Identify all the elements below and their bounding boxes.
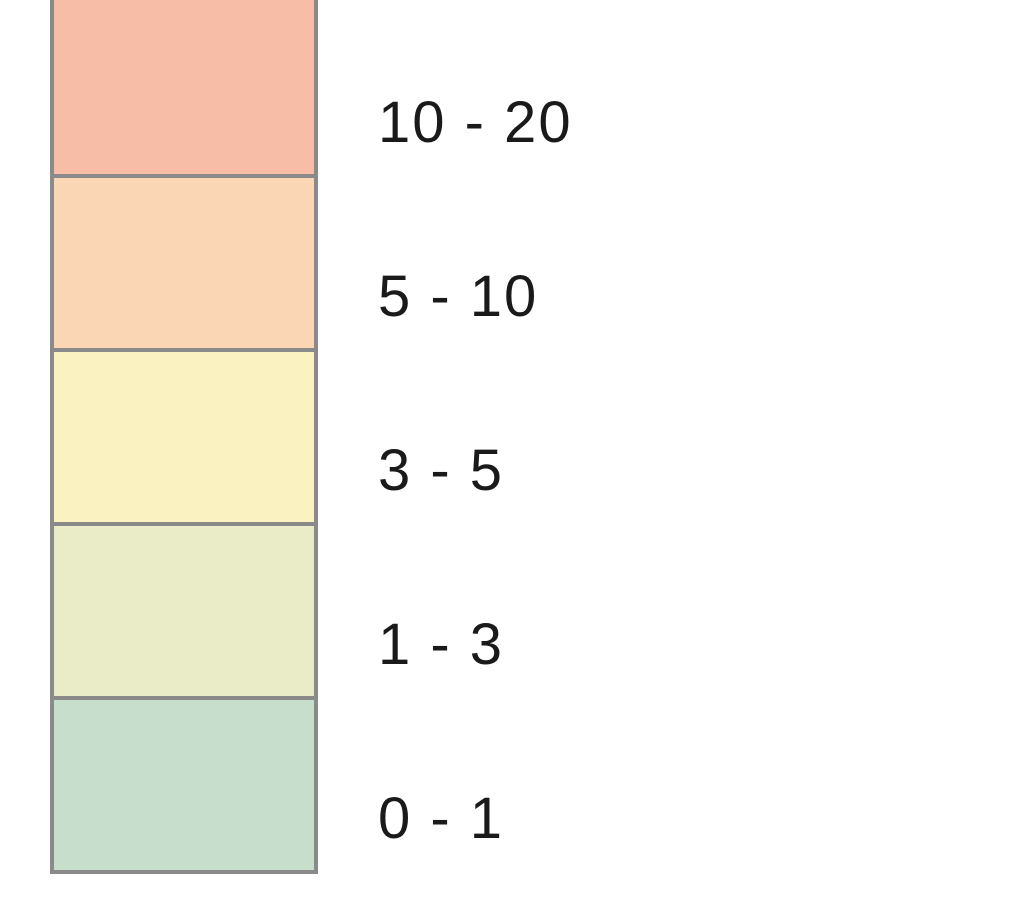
legend-swatch bbox=[54, 348, 314, 522]
swatch-column bbox=[50, 0, 318, 874]
legend-label: 1 - 3 bbox=[378, 557, 573, 731]
legend-container: 10 - 20 5 - 10 3 - 5 1 - 3 0 - 1 bbox=[50, 0, 573, 905]
legend-swatch bbox=[54, 522, 314, 696]
legend-label: 3 - 5 bbox=[378, 383, 573, 557]
legend-swatch bbox=[54, 0, 314, 174]
legend-swatch bbox=[54, 174, 314, 348]
legend-label: 5 - 10 bbox=[378, 209, 573, 383]
label-column: 10 - 20 5 - 10 3 - 5 1 - 3 0 - 1 bbox=[378, 0, 573, 905]
legend-swatch bbox=[54, 696, 314, 870]
legend-label: 10 - 20 bbox=[378, 35, 573, 209]
legend-label: 0 - 1 bbox=[378, 731, 573, 905]
